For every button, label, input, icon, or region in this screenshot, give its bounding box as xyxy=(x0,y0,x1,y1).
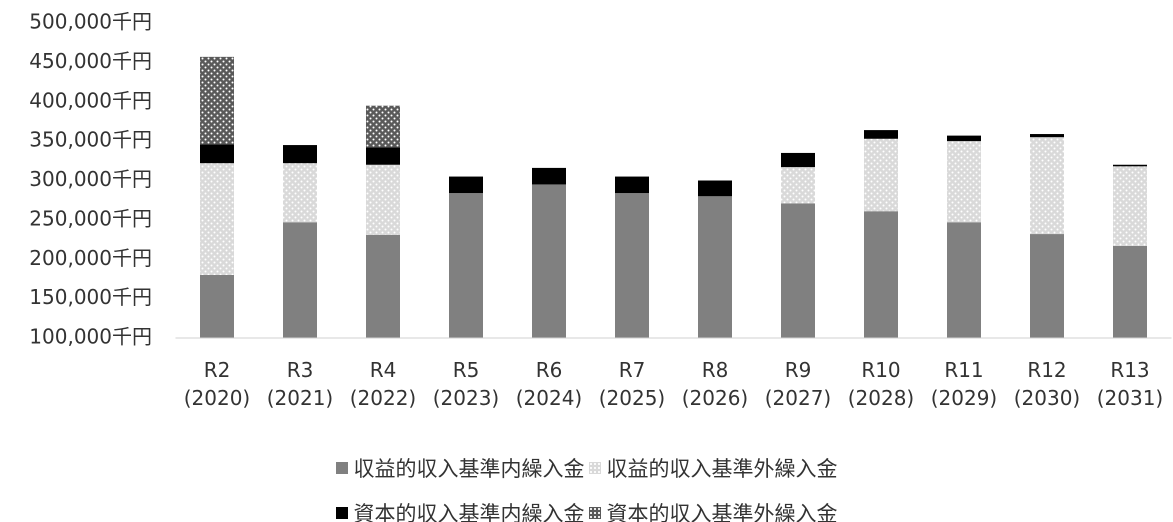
bar-segment xyxy=(1113,245,1147,338)
x-tick-label: R4 (2022) xyxy=(349,358,417,410)
bar-segment xyxy=(1113,166,1147,246)
bar-segment xyxy=(698,196,732,338)
bar-segment xyxy=(615,176,649,194)
legend-item: 資本的収入基準内繰入金 xyxy=(335,498,585,522)
legend-label: 収益的収入基準内繰入金 xyxy=(353,456,585,481)
bar-segment xyxy=(366,105,400,148)
legend-label: 収益的収入基準外繰入金 xyxy=(606,456,838,481)
bar-segment xyxy=(947,135,981,142)
x-tick-label: R7 (2025) xyxy=(598,358,666,410)
x-tick-label: R5 (2023) xyxy=(432,358,500,410)
bar-segment xyxy=(1113,164,1147,167)
x-tick-label: R10 (2028) xyxy=(847,358,915,410)
legend-swatch xyxy=(588,461,601,474)
legend-item: 資本的収入基準外繰入金 xyxy=(588,498,838,522)
bar-segment xyxy=(449,193,483,338)
legend-swatch xyxy=(335,461,348,474)
bar-segment xyxy=(781,152,815,168)
x-tick-label: R9 (2027) xyxy=(764,358,832,410)
legend-swatch xyxy=(588,506,601,519)
bar-segment xyxy=(200,163,234,275)
legend-swatch xyxy=(335,506,348,519)
legend-item: 収益的収入基準外繰入金 xyxy=(588,453,838,483)
bar-segment xyxy=(947,222,981,338)
bar-segment xyxy=(947,141,981,223)
y-tick-label: 250,000千円 xyxy=(29,206,152,230)
bar-segment xyxy=(698,180,732,197)
y-tick-label: 300,000千円 xyxy=(29,167,152,191)
bar-segment xyxy=(366,147,400,165)
bar-segment xyxy=(283,163,317,223)
legend: 収益的収入基準内繰入金 収益的収入基準外繰入金 資本的収入基準内繰入金 資本的収入基準… xyxy=(0,445,1173,522)
y-tick-label: 350,000千円 xyxy=(29,128,152,152)
bar-segment xyxy=(532,167,566,185)
x-tick-label: R6 (2024) xyxy=(515,358,583,410)
y-tick-label: 100,000千円 xyxy=(29,325,152,349)
bar-segment xyxy=(781,167,815,204)
bar-segment xyxy=(366,234,400,338)
bar-segment xyxy=(200,144,234,164)
bar-segment xyxy=(449,176,483,194)
legend-row: 資本的収入基準内繰入金 資本的収入基準外繰入金 xyxy=(0,490,1173,522)
bar-segment xyxy=(864,138,898,212)
bar-segment xyxy=(1030,137,1064,235)
x-tick-label: R3 (2021) xyxy=(266,358,334,410)
bar-segment xyxy=(200,56,234,145)
x-tick-label: R12 (2030) xyxy=(1013,358,1081,410)
bar-segment xyxy=(781,203,815,338)
y-tick-label: 450,000千円 xyxy=(29,49,152,73)
bar-segment xyxy=(864,211,898,338)
x-tick-label: R11 (2029) xyxy=(930,358,998,410)
bar-segment xyxy=(1030,234,1064,338)
legend-item: 収益的収入基準内繰入金 xyxy=(335,453,585,483)
bar-segment xyxy=(615,193,649,338)
bar-segment xyxy=(864,130,898,139)
y-tick-label: 500,000千円 xyxy=(29,10,152,34)
x-tick-label: R13 (2031) xyxy=(1096,358,1164,410)
bar-segment xyxy=(1030,134,1064,138)
bar-segment xyxy=(283,145,317,164)
bar-segment xyxy=(366,164,400,235)
legend-label: 資本的収入基準内繰入金 xyxy=(353,501,585,522)
legend-label: 資本的収入基準外繰入金 xyxy=(606,501,838,522)
bar-segment xyxy=(532,184,566,338)
bar-segment xyxy=(283,222,317,338)
x-tick-label: R8 (2026) xyxy=(681,358,749,410)
x-tick-label: R2 (2020) xyxy=(183,358,251,410)
y-tick-label: 400,000千円 xyxy=(29,88,152,112)
y-tick-label: 200,000千円 xyxy=(29,246,152,270)
y-tick-label: 150,000千円 xyxy=(29,285,152,309)
bar-segment xyxy=(200,275,234,338)
legend-row: 収益的収入基準内繰入金 収益的収入基準外繰入金 xyxy=(0,445,1173,490)
